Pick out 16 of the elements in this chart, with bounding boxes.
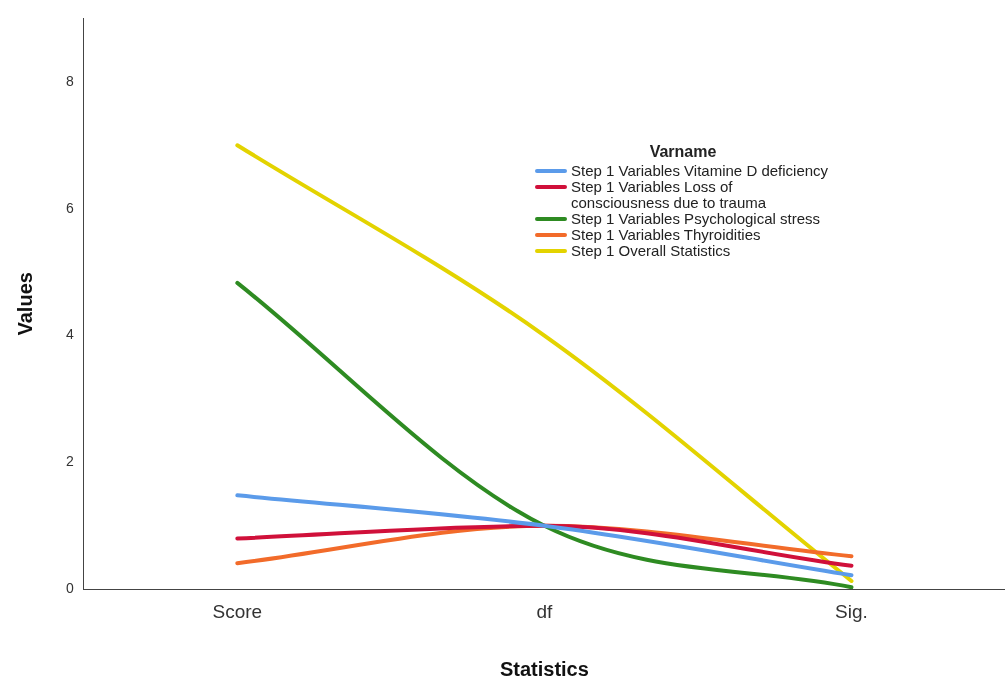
legend-label: Step 1 Variables Vitamine D deficiency xyxy=(571,162,829,179)
legend-label: Step 1 Overall Statistics xyxy=(571,242,731,259)
legend-label: Step 1 Variables Loss of consciousness due to trauma xyxy=(571,178,767,211)
x-axis-title: Statistics xyxy=(499,657,589,680)
y-tick-label: 0 xyxy=(65,580,74,597)
y-tick-label: 2 xyxy=(65,453,74,470)
legend-label: Step 1 Variables Psychological stress xyxy=(571,210,821,227)
y-tick-label: 4 xyxy=(65,326,74,343)
legend-title: Varname xyxy=(648,143,718,161)
legend-label: Step 1 Variables Thyroidities xyxy=(571,226,761,243)
x-tick-label: Score xyxy=(212,600,263,622)
y-tick-label: 6 xyxy=(65,199,74,216)
x-tick-label: Sig. xyxy=(835,600,868,622)
y-axis-title: Values xyxy=(13,272,36,336)
x-tick-label: df xyxy=(536,600,554,622)
y-tick-label: 8 xyxy=(65,72,74,89)
